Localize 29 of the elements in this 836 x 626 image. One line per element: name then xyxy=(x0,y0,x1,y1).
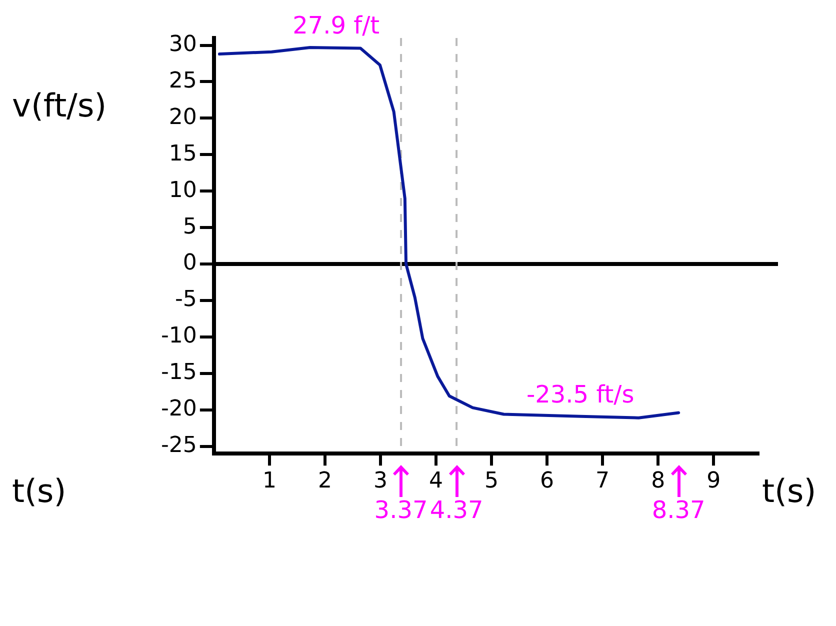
x-tick-label: 7 xyxy=(596,468,610,494)
y-tick-label: 5 xyxy=(182,214,197,240)
x-axis-title: t(s) xyxy=(762,472,816,510)
y-tick-label: 25 xyxy=(168,68,197,94)
y-tick-label: 0 xyxy=(182,250,197,276)
x-tick-label: 2 xyxy=(318,468,332,494)
x-tick-label: 8 xyxy=(651,468,666,494)
y-tick-label: 20 xyxy=(168,104,197,130)
x-tick-label: 4 xyxy=(429,468,443,494)
x-tick-label: 1 xyxy=(262,468,276,494)
y-tick-label: 30 xyxy=(168,32,197,58)
ref-line-label: 3.37 xyxy=(374,496,428,524)
y-tick-label: -5 xyxy=(174,287,197,312)
x-tick-label: 5 xyxy=(484,468,499,494)
y-tick-label: -25 xyxy=(160,433,197,458)
text: 8.37 xyxy=(652,496,706,524)
x-tick-label: 6 xyxy=(540,468,554,494)
x-tick-label: 3 xyxy=(373,468,388,494)
x-tick-label: 9 xyxy=(706,468,721,494)
y-tick-label: 10 xyxy=(168,178,197,203)
text: t(s) xyxy=(12,472,66,510)
y-tick-label: 15 xyxy=(168,141,197,166)
y-tick-label: -20 xyxy=(160,396,197,422)
annotation: 27.9 f/t xyxy=(292,12,380,40)
annotation: -23.5 ft/s xyxy=(526,380,634,409)
y-tick-label: -10 xyxy=(160,324,197,349)
ref-line-label: 4.37 xyxy=(430,496,484,524)
y-axis-title: v(ft/s) xyxy=(12,86,107,124)
y-tick-label: -15 xyxy=(160,360,197,386)
